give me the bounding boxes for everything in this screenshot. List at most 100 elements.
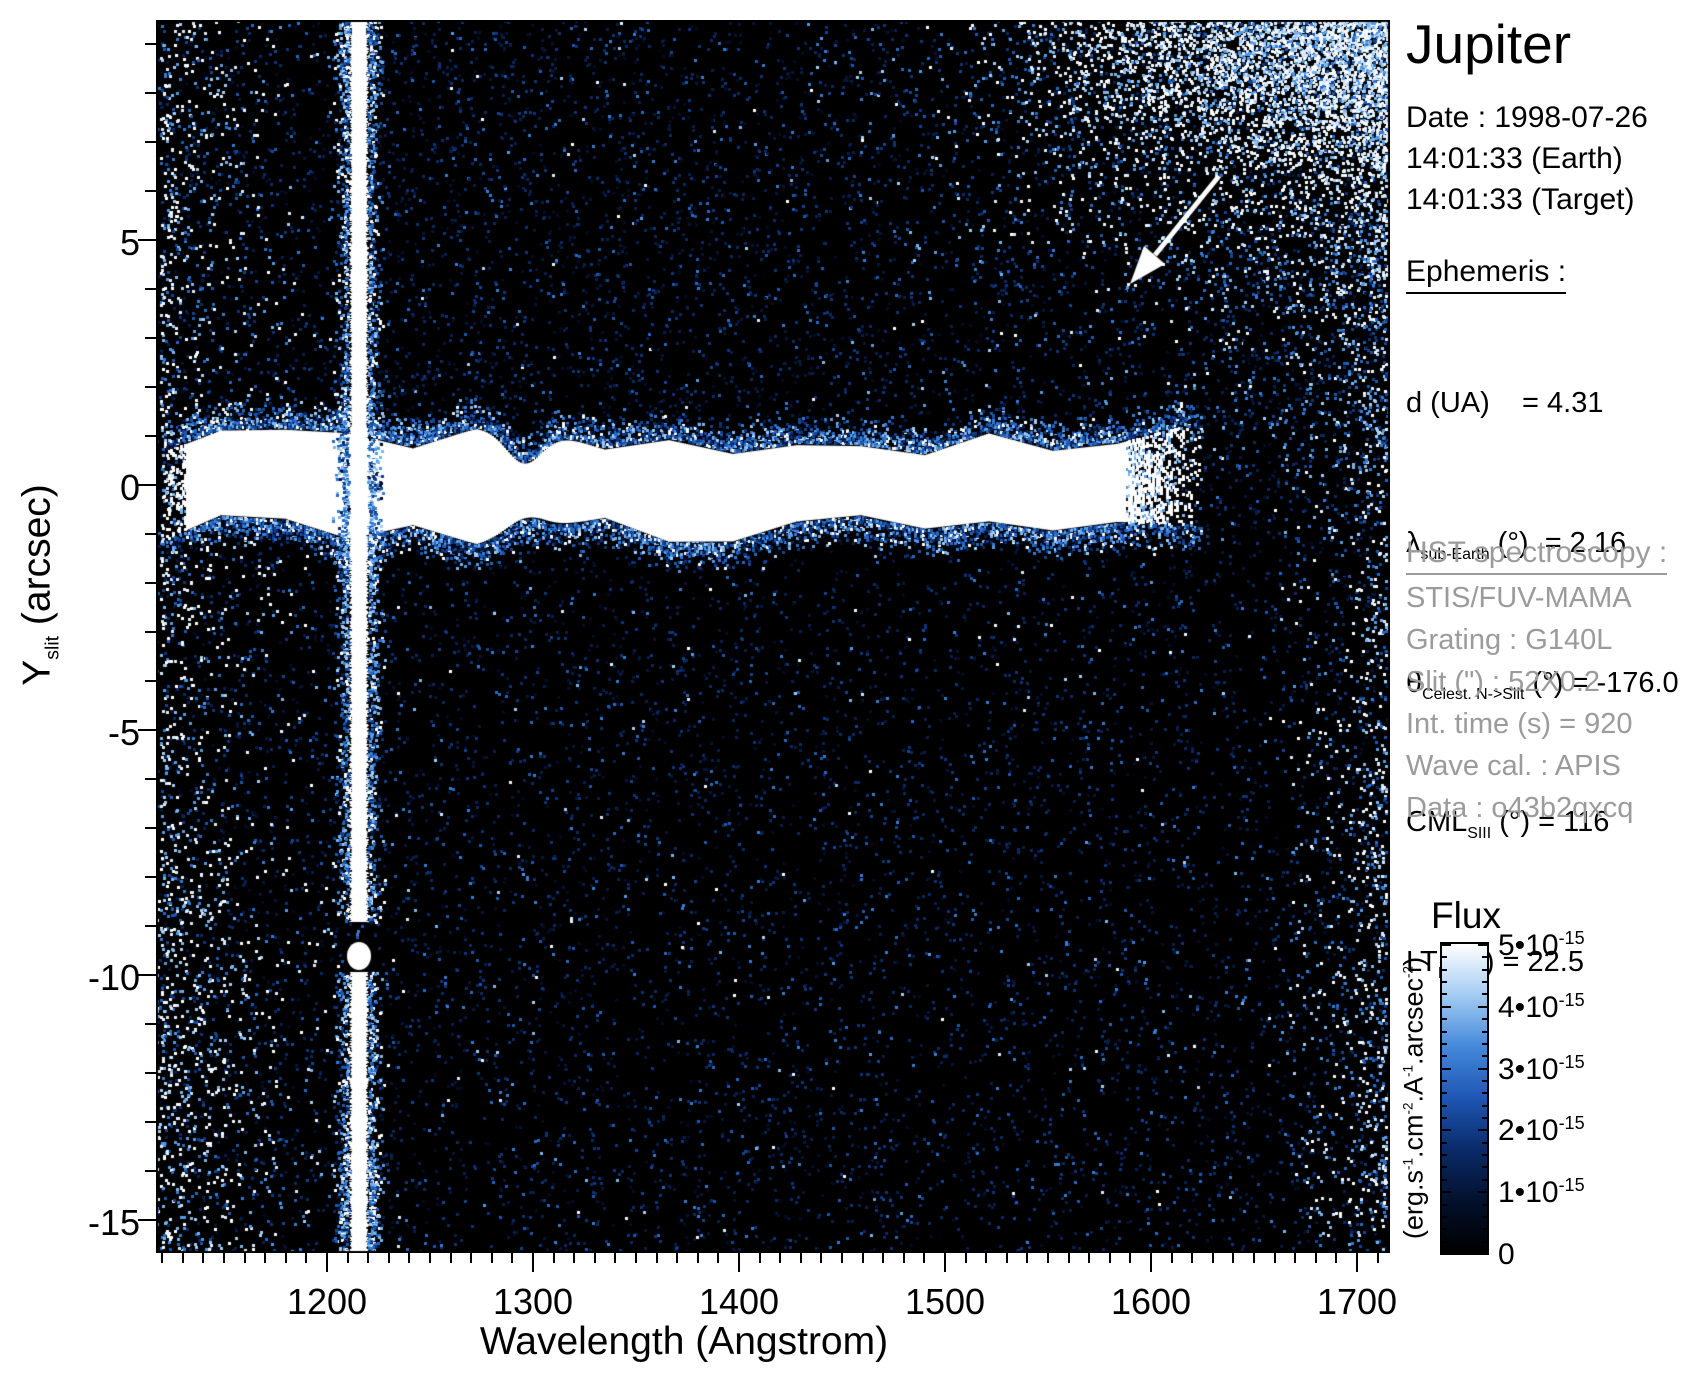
tick-mark [511,1253,513,1263]
tick-mark [944,1253,946,1272]
tick-mark [145,337,156,339]
hst-data-id-line: Data : o43b2qxcq [1406,792,1634,824]
colorbar-tick-label: 4•10-15 [1498,990,1585,1024]
colorbar-tick [1442,969,1447,971]
tick-mark [985,1253,987,1263]
tick-mark [923,1253,925,1263]
tick-mark [145,778,156,780]
tick-mark [1068,1253,1070,1263]
tick-mark [903,1253,905,1263]
colorbar-tick [1482,1055,1487,1057]
hst-grating-line: Grating : G140L [1406,624,1613,656]
colorbar-tick [1482,1154,1487,1156]
tick-mark [326,1253,328,1272]
tick-mark [450,1253,452,1263]
colorbar-tick-label: 2•10-15 [1498,1113,1585,1147]
colorbar-units-label: (erg.s-1.cm-2.A-1.arcsec-2) [1398,956,1429,1240]
tick-mark [1212,1253,1214,1263]
colorbar-tick [1442,1204,1447,1206]
y-axis-title: Yslit (arcsec) [15,484,64,686]
tick-mark [145,631,156,633]
colorbar-tick [1478,1191,1487,1193]
colorbar-tick [1442,1191,1451,1193]
tick-mark [1377,1253,1379,1263]
colorbar-tick [1442,1006,1451,1008]
tick-mark [138,974,156,976]
tick-mark [800,1253,802,1263]
tick-mark [532,1253,534,1272]
colorbar-tick [1442,956,1447,958]
tick-mark [779,1253,781,1263]
tick-mark [138,239,156,241]
hst-wave-cal-line: Wave cal. : APIS [1406,750,1621,782]
tick-mark [738,1253,740,1272]
tick-mark [656,1253,658,1263]
hst-int-time-line: Int. time (s) = 920 [1406,708,1633,740]
colorbar-tick [1442,1105,1447,1107]
tick-mark [388,1253,390,1263]
y-tick-label: -5 [107,712,140,753]
tick-mark [347,1253,349,1263]
x-tick-label: 1200 [286,1281,368,1322]
colorbar-tick [1442,1179,1447,1181]
tick-mark [841,1253,843,1263]
spectral-image [156,20,1390,1253]
tick-mark [1232,1253,1234,1263]
tick-mark [1191,1253,1193,1263]
colorbar-tick [1482,1216,1487,1218]
tick-mark [145,582,156,584]
tick-mark [145,190,156,192]
colorbar-tick [1482,1228,1487,1230]
tick-mark [965,1253,967,1263]
colorbar-tick [1482,1179,1487,1181]
colorbar-tick [1442,1166,1447,1168]
colorbar-tick [1482,1105,1487,1107]
tick-mark [1356,1253,1358,1272]
colorbar-tick [1482,1018,1487,1020]
ephemeris-row-theta: θCelest. N->Slit (°) = -176.0 [1406,666,1679,703]
tick-mark [635,1253,637,1263]
colorbar-tick [1442,1142,1447,1144]
y-tick-label: -15 [87,1202,140,1243]
ephemeris-row-lambda: λsub-Earth (°) = 2.16 [1406,526,1627,563]
tick-mark [1129,1253,1131,1263]
colorbar-tick [1442,1228,1447,1230]
tick-mark [145,141,156,143]
tick-mark [1274,1253,1276,1263]
colorbar-tick [1442,993,1447,995]
tick-mark [717,1253,719,1263]
colorbar-tick-label: 1•10-15 [1498,1175,1585,1209]
page-title: Jupiter [1406,13,1572,75]
colorbar-tick [1442,944,1451,946]
tick-mark [264,1253,266,1263]
tick-mark [367,1253,369,1263]
time-target-line: 14:01:33 (Target) [1406,183,1635,216]
colorbar-tick [1482,993,1487,995]
date-line: Date : 1998-07-26 [1406,101,1648,134]
tick-mark [820,1253,822,1263]
tick-mark [145,925,156,927]
tick-mark [145,1121,156,1123]
tick-mark [145,435,156,437]
tick-mark [145,43,156,45]
colorbar-tick [1482,969,1487,971]
colorbar-tick [1478,1129,1487,1131]
tick-mark [145,876,156,878]
tick-mark [697,1253,699,1263]
x-axis-title: Wavelength (Angstrom) [479,1320,889,1363]
colorbar-title: Flux [1431,895,1501,936]
colorbar-tick [1482,1117,1487,1119]
tick-mark [202,1253,204,1263]
tick-mark [614,1253,616,1263]
tick-mark [1109,1253,1111,1263]
tick-mark [882,1253,884,1263]
colorbar-tick [1482,1204,1487,1206]
colorbar-tick-label: 0 [1498,1238,1515,1271]
tick-mark [1171,1253,1173,1263]
colorbar-tick [1442,1216,1447,1218]
tick-mark [145,827,156,829]
tick-mark [553,1253,555,1263]
tick-mark [470,1253,472,1263]
colorbar-tick [1442,981,1447,983]
colorbar-tick-label: 3•10-15 [1498,1052,1585,1086]
